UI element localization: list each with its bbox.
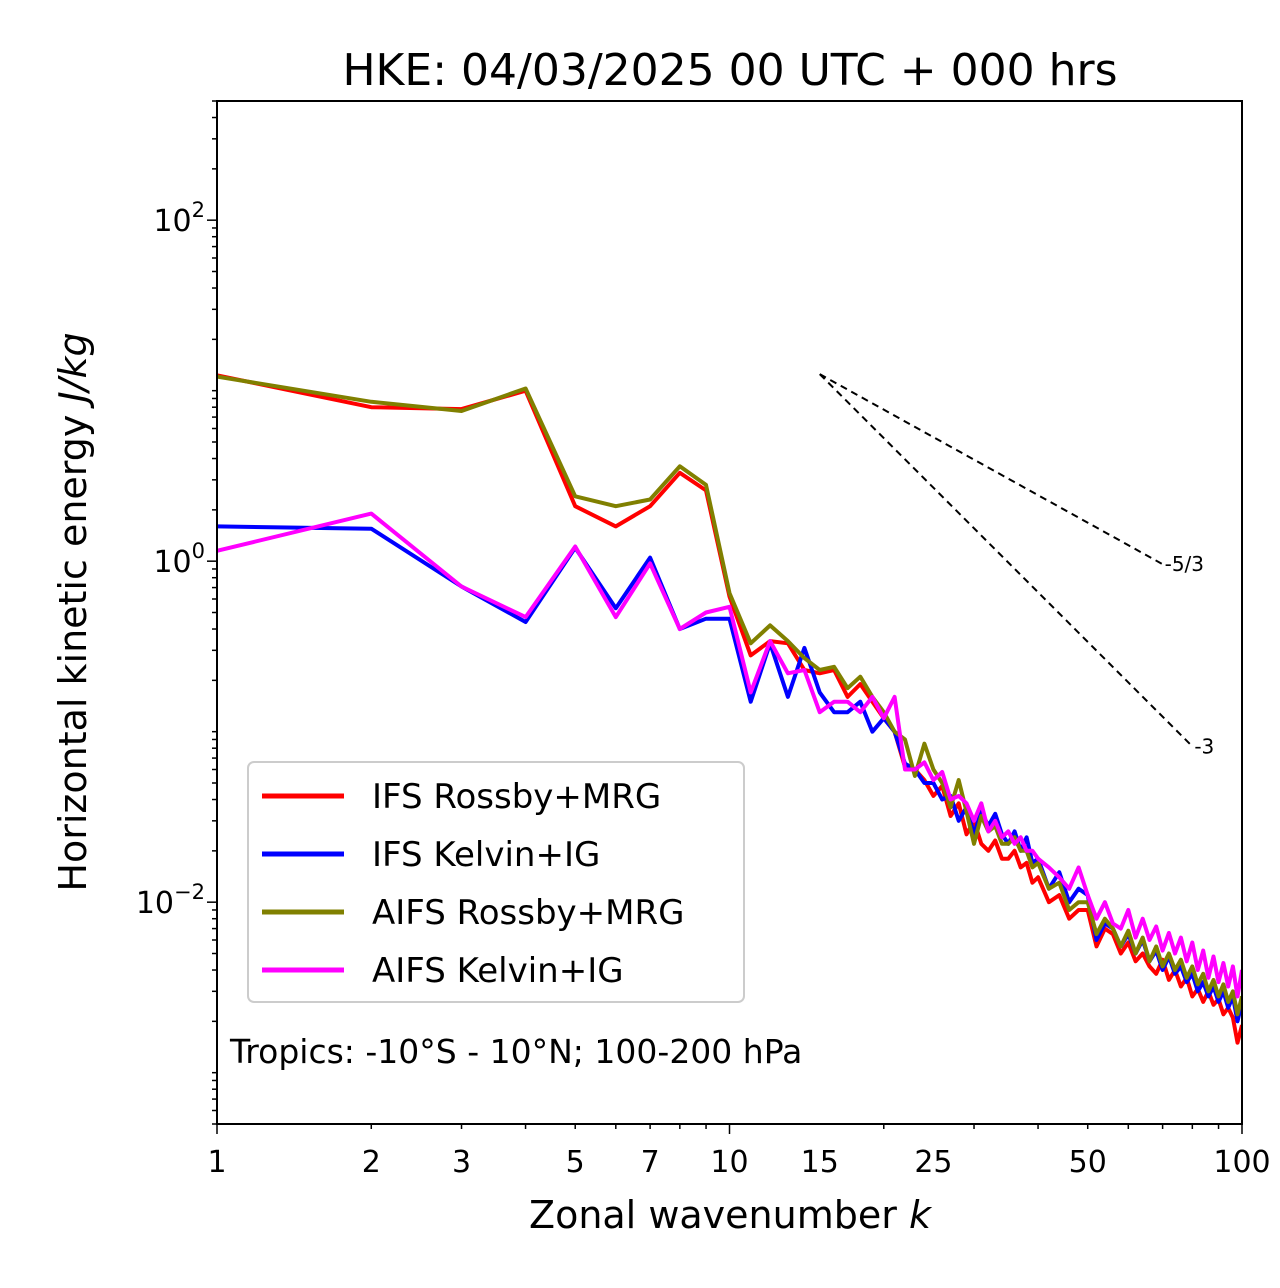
chart-title: HKE: 04/03/2025 00 UTC + 000 hrs <box>342 45 1117 96</box>
x-tick-label: 25 <box>914 1145 952 1180</box>
x-tick-label: 15 <box>801 1145 839 1180</box>
x-tick-label: 5 <box>566 1145 585 1180</box>
legend-box <box>247 761 745 1003</box>
legend-label: AIFS Kelvin+IG <box>372 951 624 991</box>
x-tick-label: 2 <box>362 1145 381 1180</box>
y-tick-label: 10−2 <box>136 880 205 921</box>
x-tick-label: 100 <box>1213 1145 1270 1180</box>
x-tick-label: 3 <box>452 1145 471 1180</box>
legend-label: IFS Rossby+MRG <box>372 777 661 817</box>
slope-reference-lines: -5/3 -3 <box>819 373 1214 758</box>
x-axis-label: Zonal wavenumber k <box>529 1193 933 1237</box>
slope-line--5/3 <box>819 373 1164 566</box>
x-tick-label: 10 <box>710 1145 748 1180</box>
series-line <box>217 373 1242 1045</box>
y-tick-labels: 10−2 100 102 <box>136 198 205 921</box>
series-line <box>217 511 1242 999</box>
y-tick-label: 102 <box>153 198 205 239</box>
x-tick-labels: 1 2 3 5 7 10 15 25 50 100 <box>207 1145 1270 1180</box>
legend-label: IFS Kelvin+IG <box>372 835 600 875</box>
slope-label: -5/3 <box>1165 552 1204 576</box>
slope-label: -3 <box>1194 734 1214 758</box>
legend-label: AIFS Rossby+MRG <box>372 893 684 933</box>
y-axis-label: Horizontal kinetic energy J/kg <box>51 332 95 891</box>
x-tick-label: 50 <box>1069 1145 1107 1180</box>
x-tick-label: 7 <box>641 1145 660 1180</box>
x-tick-label: 1 <box>207 1145 226 1180</box>
y-tick-label: 100 <box>153 539 205 580</box>
legend: IFS Rossby+MRG IFS Kelvin+IG AIFS Rossby+M… <box>247 761 745 1003</box>
data-series <box>217 373 1242 1045</box>
region-annotation: Tropics: -10°S - 10°N; 100-200 hPa <box>229 1032 802 1071</box>
plot-frame <box>216 100 1243 1125</box>
slope-line--3 <box>819 373 1194 748</box>
